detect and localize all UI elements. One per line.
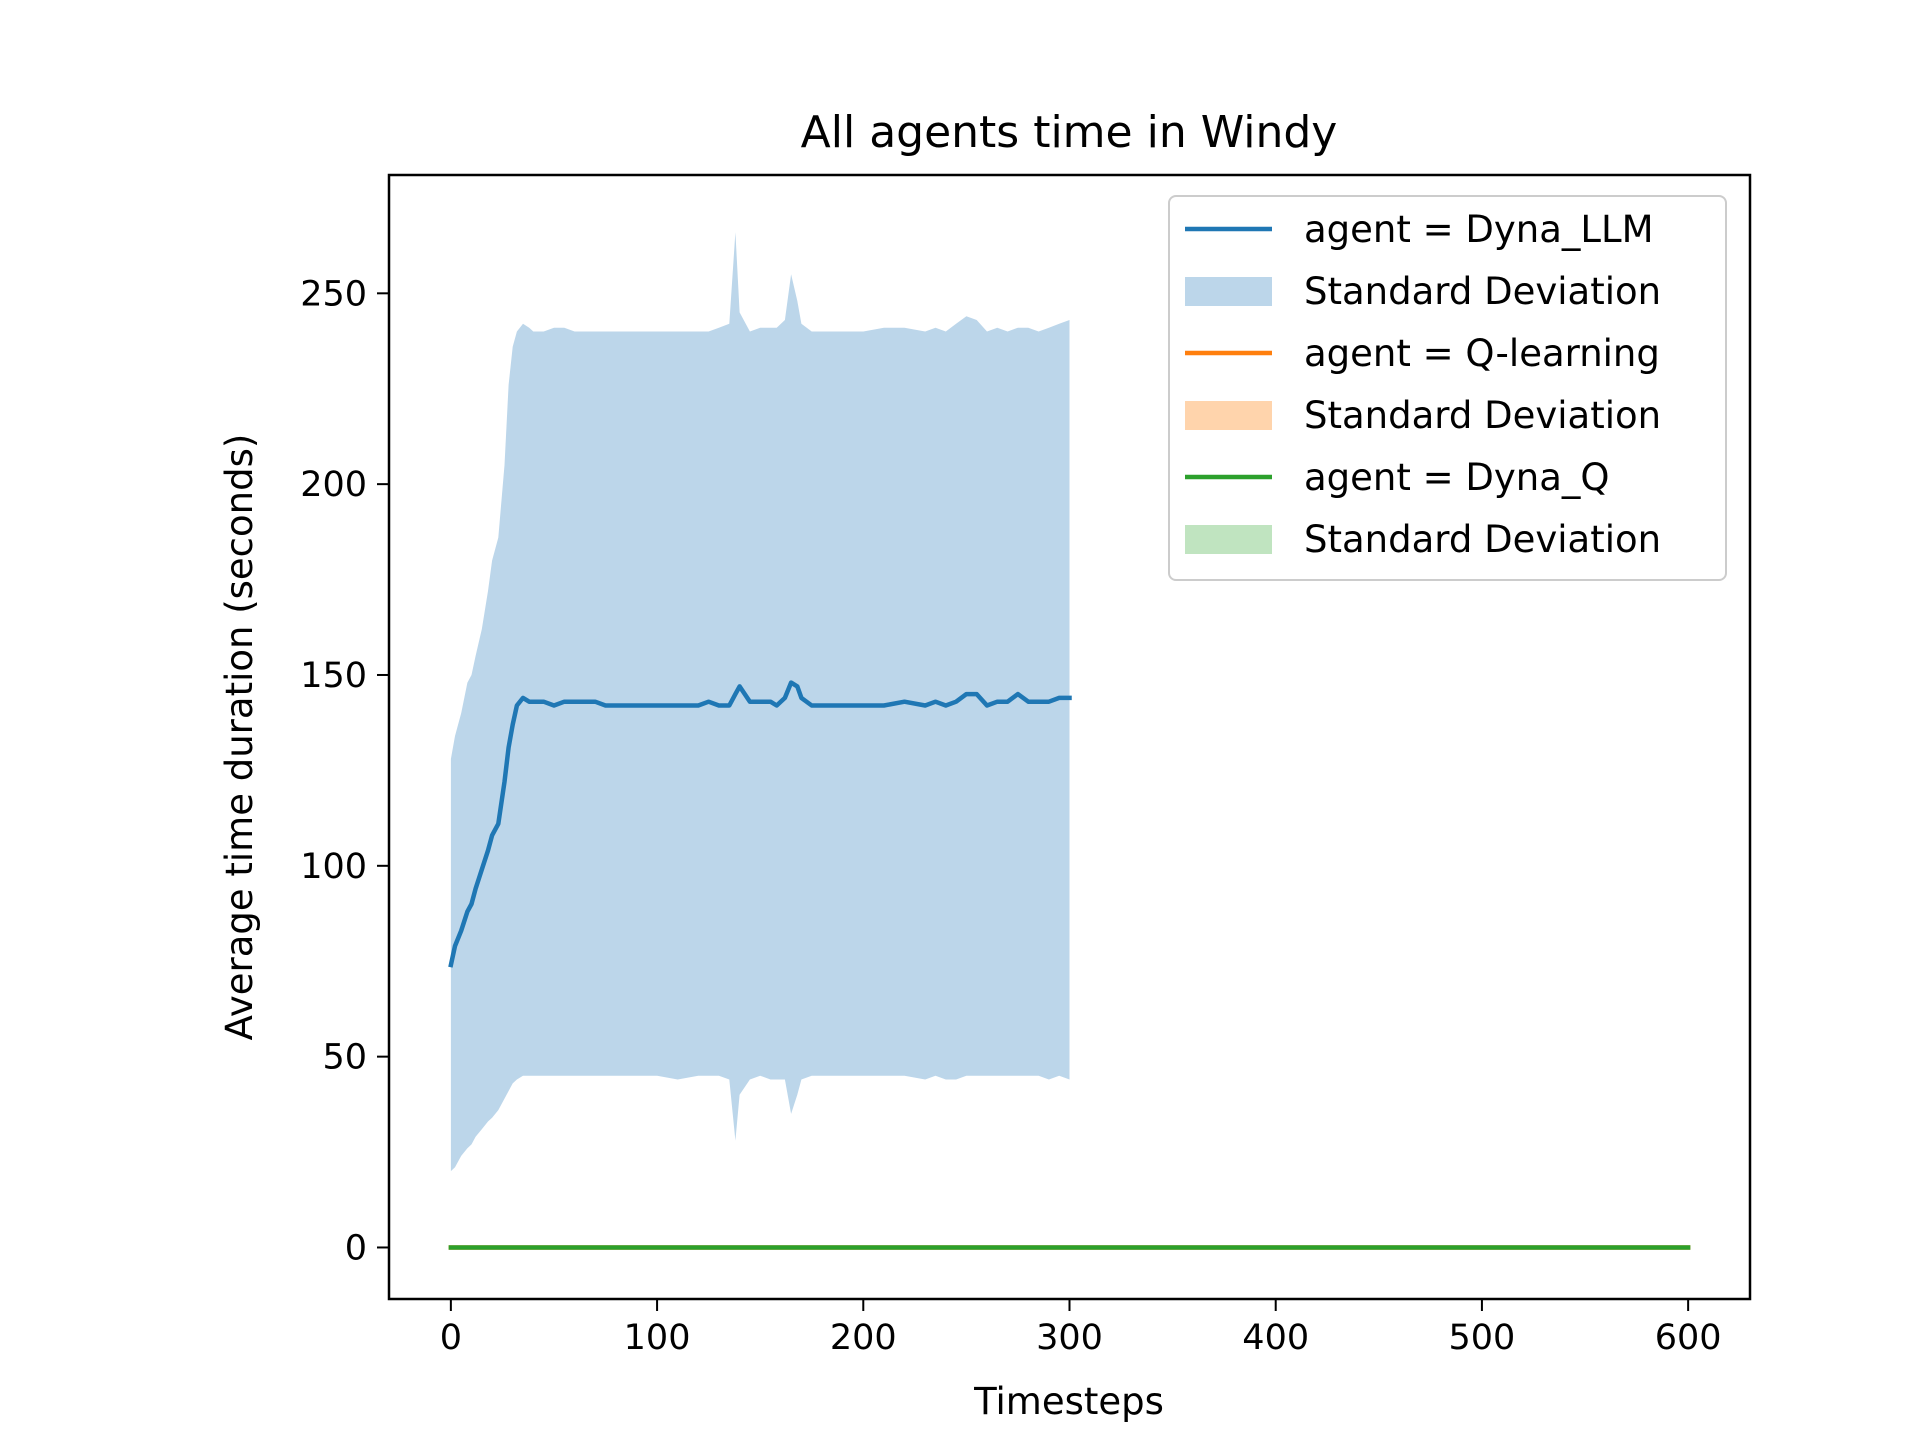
plot-area	[448, 232, 1691, 1250]
legend: agent = Dyna_LLM Standard Deviation agent …	[1168, 195, 1727, 581]
legend-band-swatch	[1185, 401, 1272, 430]
y-axis-label: Average time duration (seconds)	[218, 434, 261, 1041]
y-tick-label: 50	[322, 1038, 367, 1078]
x-tick-label: 300	[1036, 1318, 1103, 1358]
legend-label: Standard Deviation	[1304, 270, 1661, 313]
x-tick-label: 400	[1242, 1318, 1309, 1358]
y-tick-label: 250	[300, 274, 367, 314]
legend-label: Standard Deviation	[1304, 394, 1661, 437]
y-tick-label: 0	[345, 1228, 367, 1268]
x-tick-label: 100	[624, 1318, 691, 1358]
legend-label: agent = Dyna_LLM	[1304, 208, 1654, 251]
legend-label: agent = Dyna_Q	[1304, 456, 1610, 499]
x-axis: 0 100 200 300 400 500 600	[440, 1299, 1722, 1358]
y-tick-label: 100	[300, 847, 367, 887]
x-tick-label: 0	[440, 1318, 462, 1358]
series-line-0	[448, 680, 1072, 968]
legend-label: agent = Q-learning	[1304, 332, 1660, 375]
legend-box	[1168, 195, 1727, 581]
y-tick-label: 150	[300, 656, 367, 696]
x-tick-label: 500	[1449, 1318, 1516, 1358]
x-tick-label: 200	[830, 1318, 897, 1358]
y-axis: 0 50 100 150 200 250	[300, 274, 389, 1268]
legend-label: Standard Deviation	[1304, 518, 1661, 561]
x-tick-label: 600	[1655, 1318, 1722, 1358]
legend-band-swatch	[1185, 277, 1272, 306]
x-axis-label: Timesteps	[973, 1380, 1164, 1423]
chart-title: All agents time in Windy	[801, 107, 1338, 158]
y-tick-label: 200	[300, 465, 367, 505]
legend-band-swatch	[1185, 525, 1272, 554]
